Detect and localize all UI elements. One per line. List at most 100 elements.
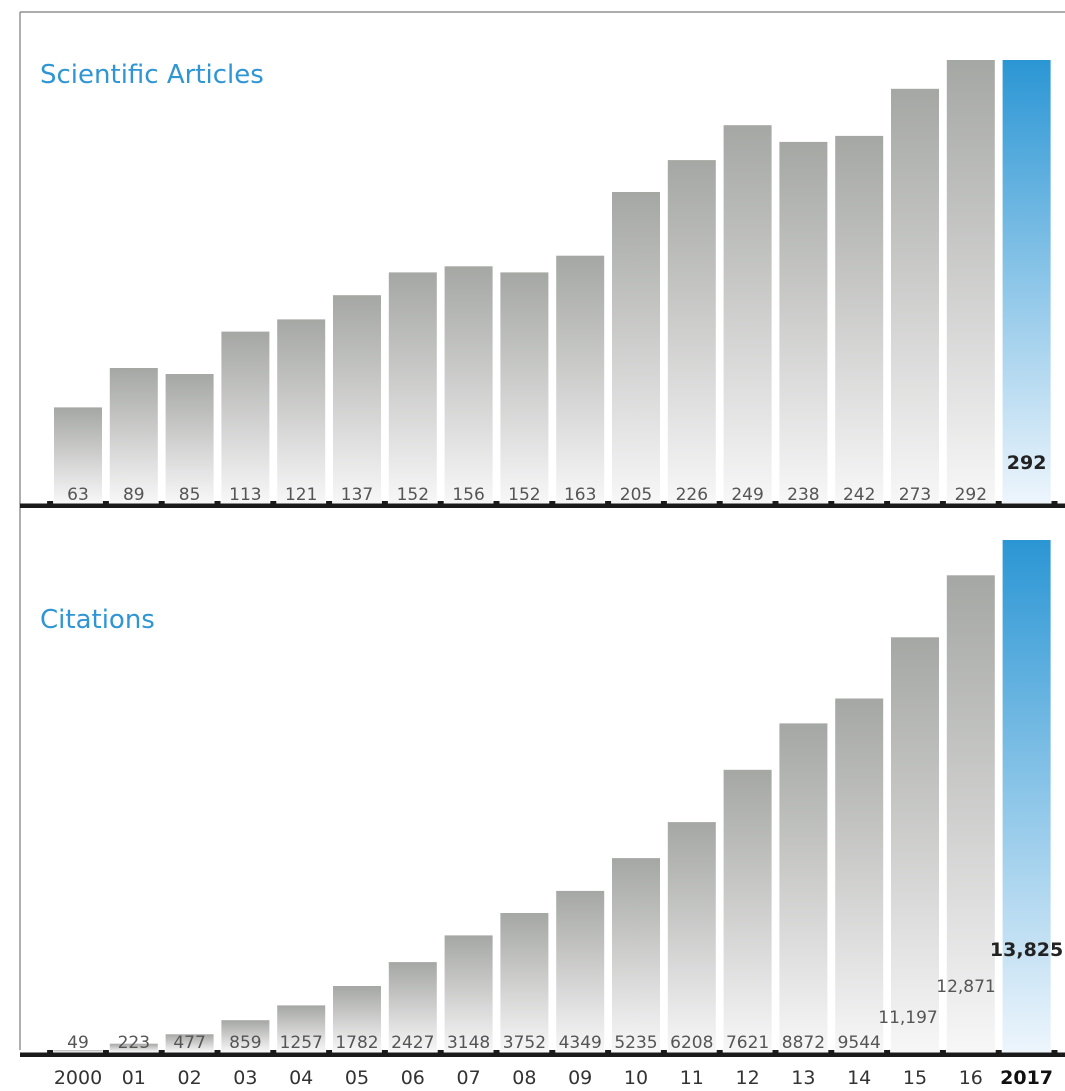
citations-value-label: 859 <box>229 1033 261 1053</box>
articles-axis-notch <box>158 501 165 505</box>
citations-value-label: 6208 <box>670 1033 713 1053</box>
articles-axis-notch <box>270 501 277 505</box>
citations-axis-notch <box>381 1050 388 1054</box>
x-tick-label: 08 <box>512 1067 536 1089</box>
articles-value-label: 113 <box>229 485 261 505</box>
articles-value-label: 205 <box>620 485 652 505</box>
citations-bar-08 <box>500 913 549 1052</box>
articles-bar-13 <box>779 141 828 503</box>
articles-axis-notch <box>326 501 333 505</box>
citations-axis-notch <box>772 1050 779 1054</box>
citations-value-label: 1782 <box>335 1033 378 1053</box>
articles-bar-04 <box>277 319 326 503</box>
citations-value-label: 3752 <box>503 1033 546 1053</box>
articles-bar-2000 <box>54 407 102 503</box>
citations-baseline-bar <box>20 1052 1065 1057</box>
articles-axis-notch <box>381 501 388 505</box>
citations-bar-2017 <box>1002 540 1051 1052</box>
x-tick-label: 11 <box>680 1067 704 1089</box>
citations-axis-notch <box>102 1050 109 1054</box>
x-tick-label: 01 <box>122 1067 146 1089</box>
citations-bar-14 <box>835 698 884 1052</box>
citations-baseline <box>20 1050 1065 1057</box>
x-tick-label: 2000 <box>54 1067 102 1089</box>
citations-value-label: 477 <box>173 1033 205 1053</box>
citations-bar-04 <box>277 1005 326 1052</box>
citations-axis-notch <box>884 1050 891 1054</box>
citations-bar-05 <box>333 986 381 1052</box>
citations-chart-title: Citations <box>40 605 155 635</box>
x-axis-tick-labels: 2000 01 02 03 04 05 06 07 08 09 10 11 12 13 14 15 16 2017 <box>54 1067 1053 1089</box>
articles-axis-notch <box>772 501 779 505</box>
citations-value-labels: 49 223 477 859 1257 1782 2427 3148 3752 4349 5235 6… <box>67 939 1063 1053</box>
citations-axis-notch <box>437 1050 444 1054</box>
citations-value-label: 5235 <box>614 1033 657 1053</box>
citations-axis-notch <box>214 1050 221 1054</box>
citations-value-label: 11,197 <box>878 1008 937 1028</box>
x-tick-label: 02 <box>178 1067 202 1089</box>
articles-value-label: 242 <box>843 485 875 505</box>
articles-bar-16 <box>946 60 995 503</box>
citations-value-label: 3148 <box>447 1033 490 1053</box>
articles-value-label: 89 <box>123 485 145 505</box>
citations-bar-16 <box>946 575 995 1052</box>
x-tick-label: 13 <box>791 1067 815 1089</box>
citations-bars <box>54 540 1051 1052</box>
citations-axis-notch <box>326 1050 333 1054</box>
x-tick-label: 15 <box>903 1067 927 1089</box>
x-tick-label: 04 <box>289 1067 313 1089</box>
articles-value-label: 273 <box>899 485 931 505</box>
articles-bars <box>54 60 1051 504</box>
articles-axis-notch <box>1051 501 1058 505</box>
citations-axis-notch <box>939 1050 946 1054</box>
articles-axis-notch <box>828 501 835 505</box>
articles-bar-01 <box>109 368 158 503</box>
citations-value-label: 49 <box>67 1033 89 1053</box>
articles-value-label: 226 <box>676 485 708 505</box>
x-tick-label: 16 <box>959 1067 983 1089</box>
citations-axis-notch <box>660 1050 667 1054</box>
articles-value-label: 292 <box>955 485 987 505</box>
articles-bar-08 <box>500 272 549 503</box>
citations-bar-13 <box>779 723 828 1052</box>
articles-axis-notch <box>939 501 946 505</box>
citations-axis-notch <box>549 1050 556 1054</box>
citations-axis-notch <box>995 1050 1002 1054</box>
citations-bar-15 <box>891 637 939 1052</box>
articles-chart: Scientific Articles 63 89 85 113 121 137 152 15… <box>20 60 1065 508</box>
citations-axis-notch <box>716 1050 723 1054</box>
articles-axis-notch <box>884 501 891 505</box>
x-tick-label: 10 <box>624 1067 648 1089</box>
articles-value-label: 137 <box>341 485 373 505</box>
articles-value-label: 249 <box>731 485 763 505</box>
articles-axis-notch <box>660 501 667 505</box>
citations-value-label: 7621 <box>726 1033 769 1053</box>
citations-bar-11 <box>667 822 716 1052</box>
articles-chart-title: Scientific Articles <box>40 60 264 90</box>
articles-value-label: 152 <box>397 485 429 505</box>
x-tick-label: 2017 <box>1000 1067 1053 1089</box>
citations-bar-06 <box>388 962 437 1052</box>
articles-bar-07 <box>444 266 493 503</box>
citations-value-label: 223 <box>118 1033 150 1053</box>
citations-axis-notch <box>1051 1050 1058 1054</box>
citations-value-label: 13,825 <box>990 939 1063 961</box>
citations-axis-notch <box>828 1050 835 1054</box>
citations-axis-notch <box>158 1050 165 1054</box>
articles-axis-notch <box>47 501 54 505</box>
articles-bar-05 <box>333 295 381 503</box>
articles-value-label: 163 <box>564 485 596 505</box>
citations-bar-01 <box>109 1043 158 1052</box>
citations-axis-notch <box>47 1050 54 1054</box>
citations-bar-10 <box>612 858 660 1052</box>
citations-bar-2000 <box>54 1050 102 1052</box>
x-tick-label: 12 <box>736 1067 760 1089</box>
citations-value-label: 1257 <box>280 1033 323 1053</box>
articles-value-label: 121 <box>285 485 317 505</box>
articles-bar-03 <box>221 331 270 503</box>
articles-baseline <box>20 501 1065 508</box>
articles-bar-12 <box>723 125 772 503</box>
articles-axis-notch <box>102 501 109 505</box>
articles-axis-notch <box>995 501 1002 505</box>
citations-bar-03 <box>221 1020 270 1052</box>
